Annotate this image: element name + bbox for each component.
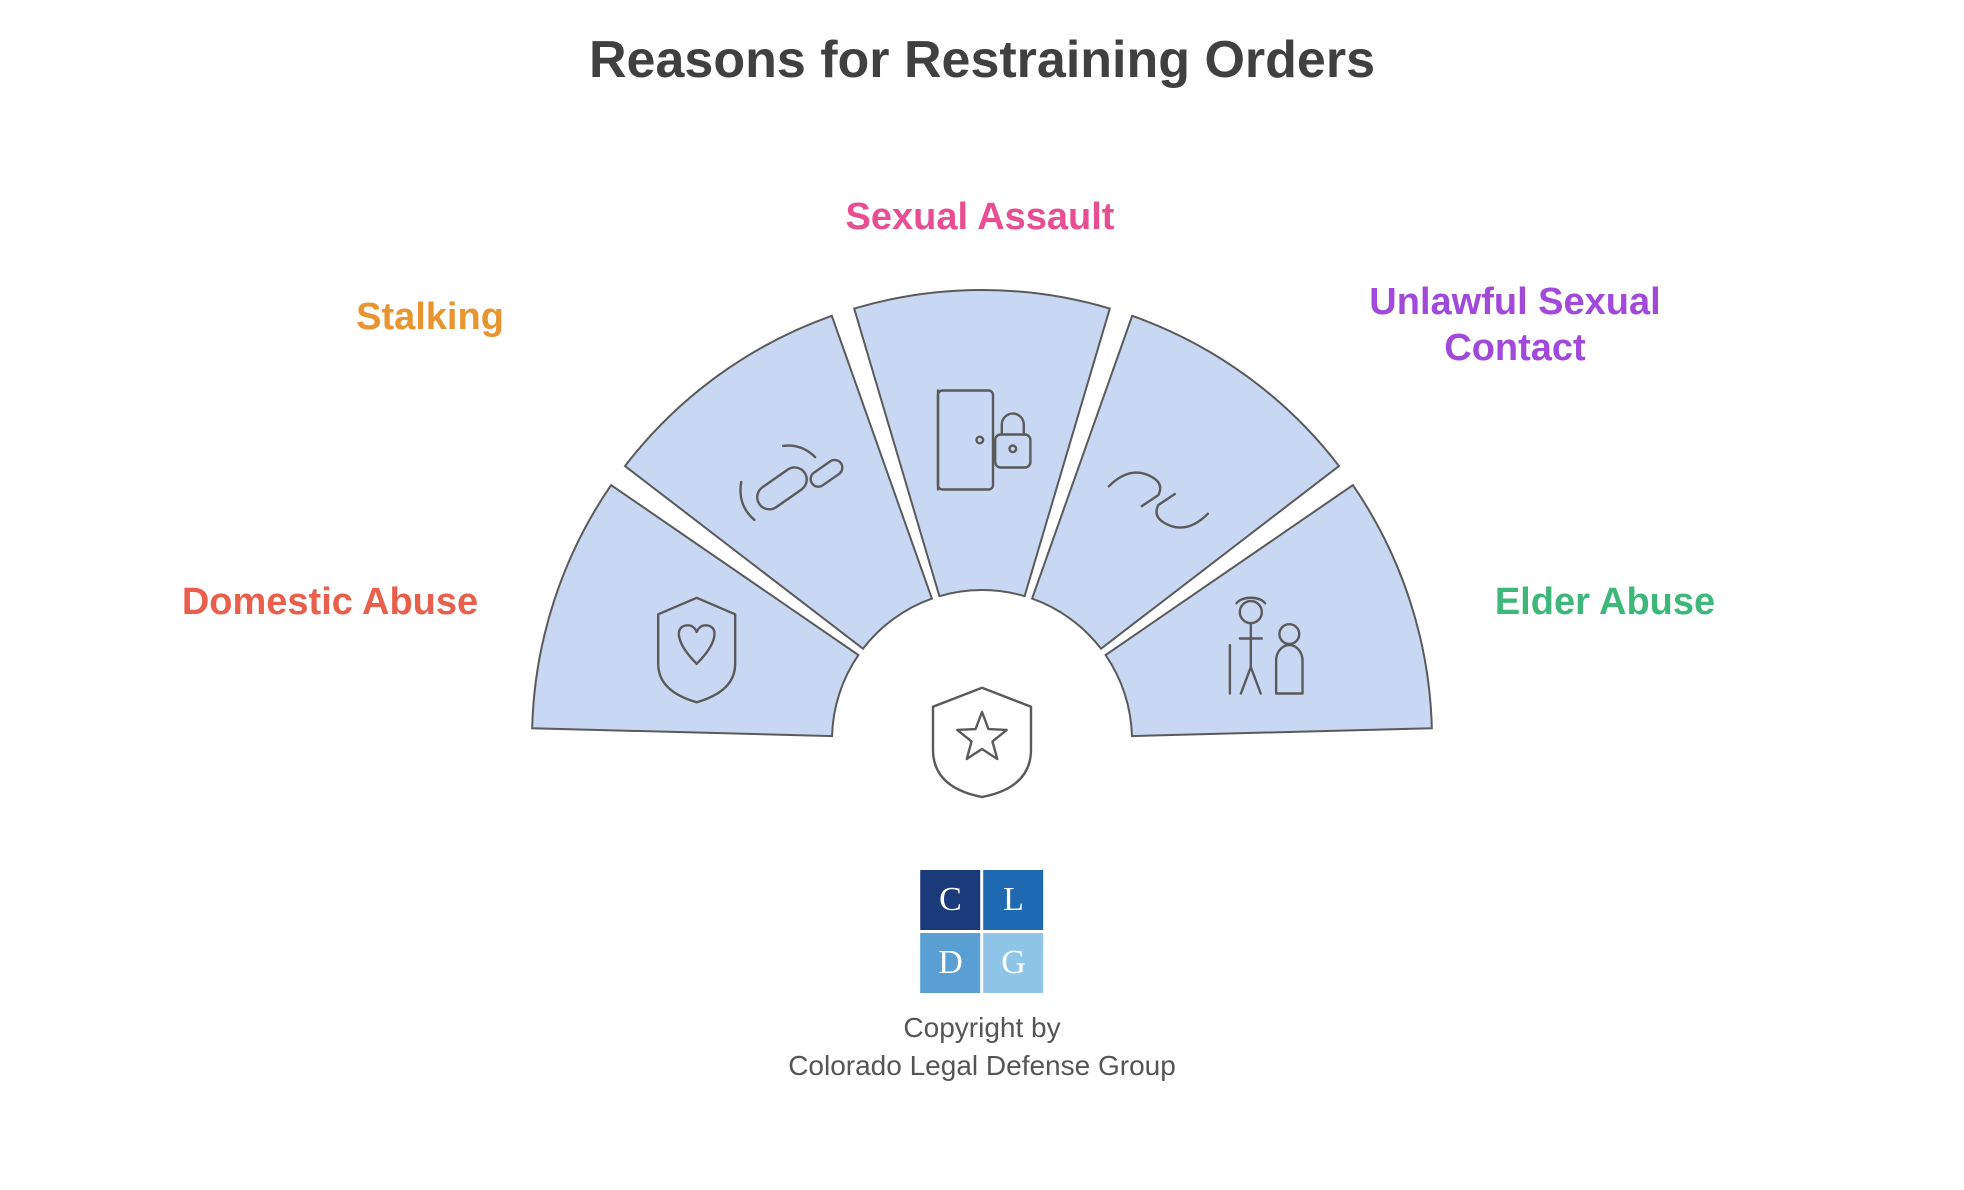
footer: CLDG Copyright by Colorado Legal Defense…	[788, 870, 1176, 1085]
category-label-0: Domestic Abuse	[130, 580, 530, 626]
logo-cell: L	[984, 870, 1044, 930]
category-label-3: Unlawful Sexual Contact	[1300, 280, 1730, 371]
category-label-4: Elder Abuse	[1430, 580, 1780, 626]
copyright-text: Copyright by Colorado Legal Defense Grou…	[788, 1009, 1176, 1085]
logo-cell: C	[921, 870, 981, 930]
cldg-logo: CLDG	[921, 870, 1044, 993]
logo-cell: G	[984, 933, 1044, 993]
logo-cell: D	[921, 933, 981, 993]
center-shield-icon	[933, 688, 1031, 797]
category-label-2: Sexual Assault	[780, 195, 1180, 241]
category-label-1: Stalking	[280, 295, 580, 341]
page-title: Reasons for Restraining Orders	[0, 30, 1964, 90]
